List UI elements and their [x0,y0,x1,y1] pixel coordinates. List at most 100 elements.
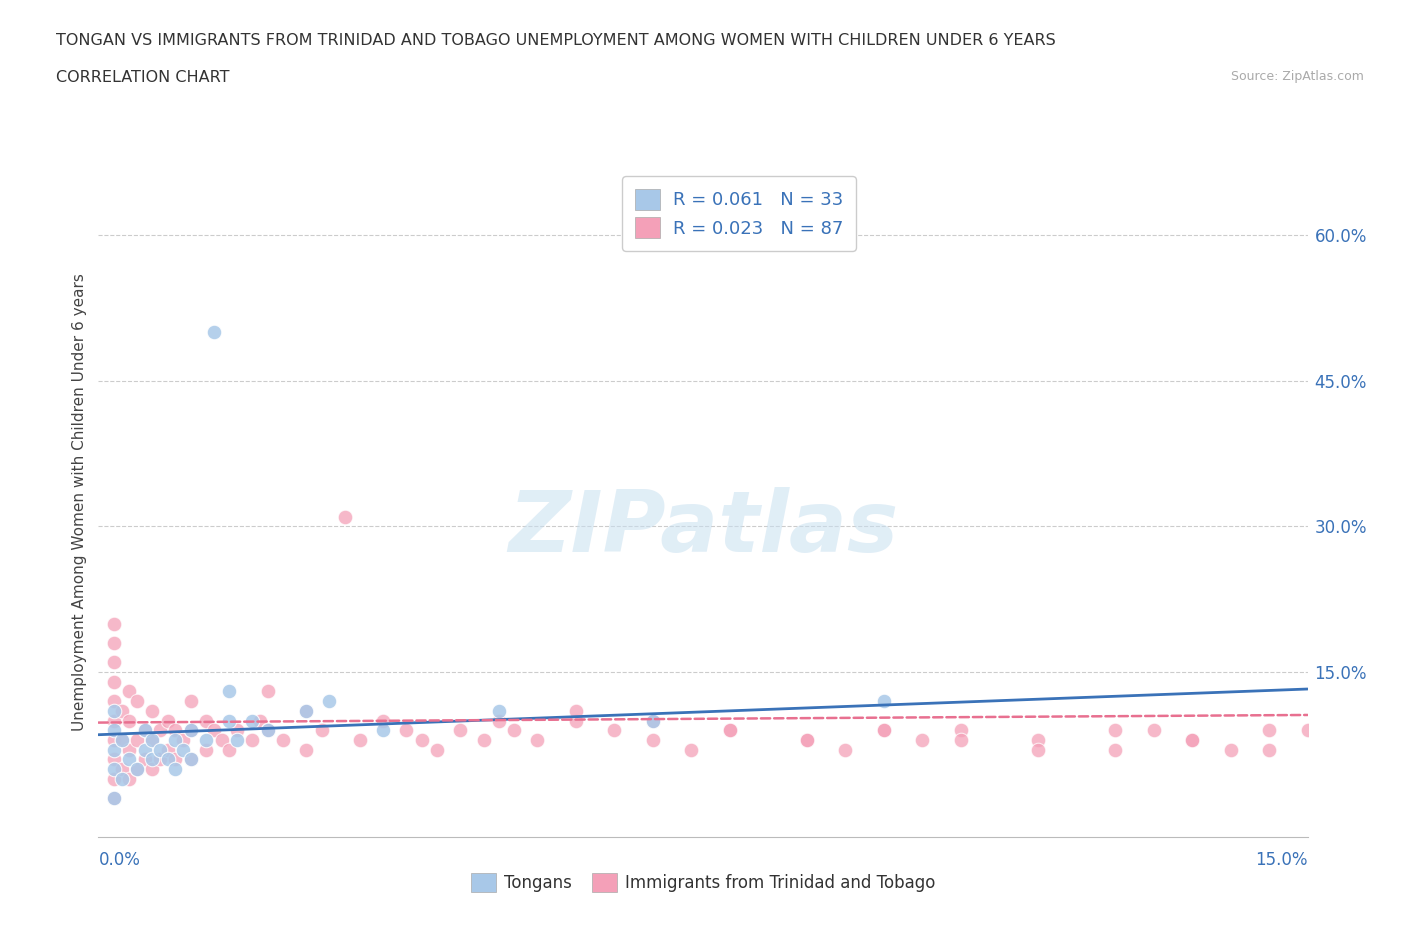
Point [950,723,973,737]
Legend: R = 0.061   N = 33, R = 0.023   N = 87: R = 0.061 N = 33, R = 0.023 N = 87 [623,177,856,251]
Point [195,733,218,748]
Point [125,733,148,748]
Point [603,723,626,737]
Point [218,684,240,698]
Y-axis label: Unemployment Among Women with Children Under 6 years: Unemployment Among Women with Children U… [72,273,87,731]
Point [333,510,356,525]
Point [103,762,125,777]
Point [110,733,132,748]
Point [257,723,280,737]
Point [1104,742,1126,757]
Point [180,723,202,737]
Point [295,703,318,718]
Point [141,752,163,767]
Point [349,733,371,748]
Point [565,713,588,728]
Point [149,752,172,767]
Point [118,713,141,728]
Point [218,742,240,757]
Point [180,723,202,737]
Point [165,762,187,777]
Point [641,733,664,748]
Point [218,713,240,728]
Text: 0.0%: 0.0% [98,851,141,870]
Point [718,723,741,737]
Point [1219,742,1241,757]
Point [249,713,271,728]
Point [565,703,588,718]
Point [1026,733,1049,748]
Point [141,762,163,777]
Point [1142,723,1164,737]
Point [411,733,433,748]
Point [134,723,156,737]
Point [125,762,148,777]
Point [103,771,125,786]
Point [149,723,172,737]
Point [125,694,148,709]
Point [295,742,318,757]
Point [195,713,218,728]
Point [488,703,510,718]
Point [180,752,202,767]
Point [1026,742,1049,757]
Point [311,723,333,737]
Point [796,733,818,748]
Point [141,733,163,748]
Point [295,703,318,718]
Point [1181,733,1204,748]
Point [950,733,973,748]
Point [156,742,179,757]
Point [1258,742,1281,757]
Point [134,723,156,737]
Point [202,325,225,339]
Point [125,762,148,777]
Point [118,684,141,698]
Point [873,694,896,709]
Text: CORRELATION CHART: CORRELATION CHART [56,70,229,85]
Point [873,723,896,737]
Point [118,771,141,786]
Point [257,723,280,737]
Point [156,752,179,767]
Point [103,733,125,748]
Point [110,733,132,748]
Point [172,742,194,757]
Point [242,713,264,728]
Point [796,733,818,748]
Point [271,733,294,748]
Text: 15.0%: 15.0% [1256,851,1308,870]
Point [449,723,471,737]
Point [242,733,264,748]
Point [141,703,163,718]
Point [395,723,418,737]
Point [873,723,896,737]
Point [426,742,449,757]
Point [503,723,526,737]
Point [226,723,249,737]
Point [134,752,156,767]
Point [226,733,249,748]
Point [103,655,125,670]
Point [103,790,125,805]
Point [165,733,187,748]
Text: ZIPatlas: ZIPatlas [508,487,898,570]
Point [1181,733,1204,748]
Text: Source: ZipAtlas.com: Source: ZipAtlas.com [1230,70,1364,83]
Point [257,684,280,698]
Point [141,733,163,748]
Point [641,713,664,728]
Point [180,752,202,767]
Point [149,742,172,757]
Point [911,733,934,748]
Point [103,713,125,728]
Point [165,723,187,737]
Point [834,742,856,757]
Point [103,742,125,757]
Point [156,713,179,728]
Point [103,790,125,805]
Point [110,762,132,777]
Point [180,694,202,709]
Point [1104,723,1126,737]
Point [103,694,125,709]
